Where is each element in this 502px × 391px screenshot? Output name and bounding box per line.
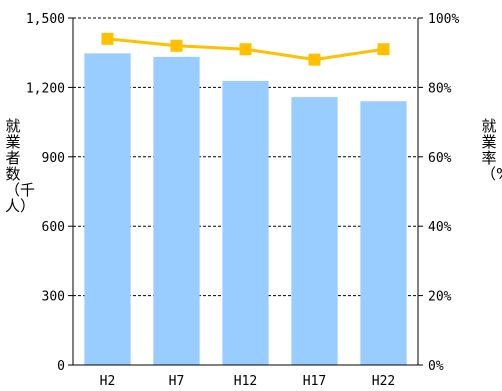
line-point — [308, 53, 321, 66]
bar — [222, 80, 269, 365]
line-point — [101, 32, 114, 45]
line-point — [377, 43, 390, 56]
y-tick-label-right: 20% — [428, 290, 452, 305]
y-tick-label-left: 1,500 — [26, 12, 65, 27]
x-tick-label: H7 — [169, 374, 185, 389]
bar — [153, 56, 200, 365]
y-tick-label-left: 0 — [57, 359, 65, 374]
y-axis-right-label: 就業率（%） — [481, 117, 502, 183]
y-tick-label-left: 300 — [42, 290, 65, 305]
y-tick-label-right: 60% — [428, 151, 452, 166]
y-tick-label-right: 80% — [428, 81, 452, 96]
bar — [360, 101, 407, 365]
bar — [291, 97, 338, 365]
y-axis-left-label: 就業者数（千人） — [5, 117, 36, 215]
line-point — [239, 43, 252, 56]
x-tick-label: H17 — [303, 374, 326, 389]
x-tick-label: H2 — [100, 374, 116, 389]
x-tick-label: H22 — [372, 374, 395, 389]
bar — [84, 53, 131, 365]
line-point — [170, 39, 183, 52]
y-tick-label-left: 900 — [42, 151, 65, 166]
y-tick-label-right: 100% — [428, 12, 459, 27]
y-tick-label-right: 0% — [428, 359, 444, 374]
y-tick-label-left: 1,200 — [26, 81, 65, 96]
y-tick-label-left: 600 — [42, 220, 65, 235]
y-tick-label-right: 40% — [428, 220, 452, 235]
x-tick-label: H12 — [234, 374, 257, 389]
